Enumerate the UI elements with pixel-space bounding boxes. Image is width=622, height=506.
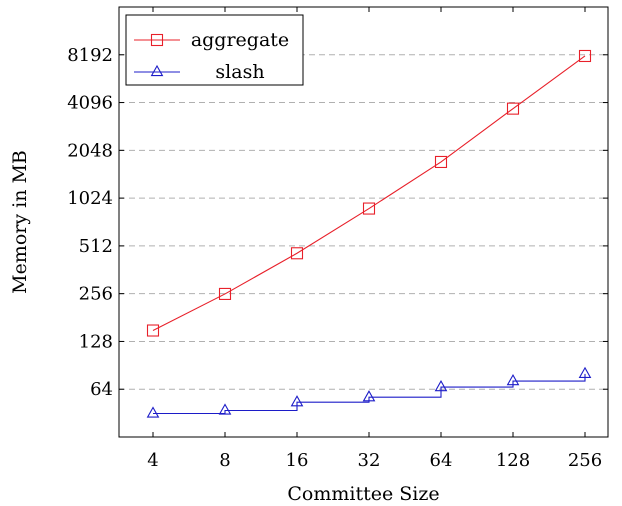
data-point-square [290, 247, 304, 260]
y-tick-label: 4096 [67, 93, 113, 114]
x-tick-label: 128 [496, 450, 530, 471]
data-point-triangle [434, 379, 448, 392]
data-point-square [218, 287, 232, 300]
data-point-square [434, 155, 448, 169]
y-tick-label: 64 [90, 379, 113, 400]
x-tick-label: 32 [358, 450, 381, 471]
x-tick-label: 64 [430, 450, 453, 471]
legend-label: aggregate [191, 29, 289, 51]
data-point-square [578, 49, 592, 63]
x-axis-ticks: 4 8 16 32 64 128 256 [147, 7, 602, 471]
legend: aggregate slash [125, 14, 304, 86]
legend-box [125, 14, 304, 86]
y-tick-label: 128 [79, 331, 113, 352]
legend-item-slash: slash [134, 61, 265, 83]
x-tick-label: 4 [147, 450, 158, 471]
data-point-square [506, 102, 520, 115]
y-tick-label: 2048 [67, 140, 113, 161]
x-tick-label: 256 [568, 450, 602, 471]
x-tick-label: 16 [286, 450, 309, 471]
x-tick-label: 8 [219, 450, 230, 471]
series-aggregate [146, 49, 592, 337]
data-point-square [150, 33, 164, 47]
x-axis-title: Committee Size [287, 483, 439, 505]
y-tick-label: 512 [79, 236, 113, 257]
y-tick-label: 1024 [67, 188, 113, 209]
series-slash [146, 366, 592, 418]
series-line-slash [153, 373, 586, 415]
y-tick-label: 256 [79, 284, 113, 305]
y-axis-ticks: 64 128 256 512 1024 2048 4096 8192 [67, 45, 608, 400]
data-point-triangle [362, 390, 376, 402]
plot-frame [118, 6, 609, 438]
data-point-triangle [150, 64, 164, 77]
data-point-square [362, 202, 376, 215]
grid [119, 54, 608, 390]
y-tick-label: 8192 [67, 45, 113, 66]
data-point-triangle [506, 373, 520, 386]
data-point-triangle [290, 395, 304, 407]
data-point-triangle [146, 406, 160, 418]
legend-item-aggregate: aggregate [134, 29, 289, 51]
data-point-triangle [218, 403, 232, 415]
data-point-triangle [578, 366, 592, 378]
series-layer [146, 49, 592, 418]
series-line-aggregate [152, 55, 586, 332]
y-axis-title: Memory in MB [9, 150, 31, 294]
legend-label: slash [215, 61, 264, 83]
data-point-square [146, 324, 160, 337]
